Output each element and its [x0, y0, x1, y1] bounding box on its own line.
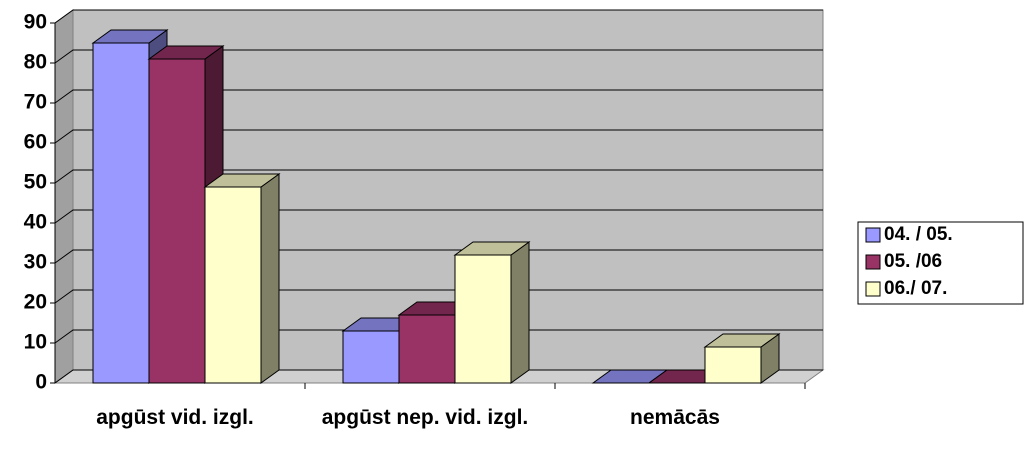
- bar-front: [204, 186, 262, 384]
- grid-line: [54, 369, 823, 384]
- grid-line: [54, 129, 823, 144]
- grid-line: [54, 209, 823, 224]
- x-tick-label: nemācās: [630, 406, 720, 429]
- bar-front: [704, 346, 762, 384]
- bar-front: [398, 314, 456, 384]
- bar: [703, 333, 781, 384]
- bar-front: [454, 254, 512, 384]
- grid-line: [54, 329, 823, 344]
- grid-line: [54, 289, 823, 304]
- y-tick-label: 70: [24, 91, 47, 114]
- bar-front: [92, 42, 150, 384]
- bar-front: [342, 330, 400, 384]
- y-tick-label: 60: [24, 131, 47, 154]
- bar-side: [510, 241, 530, 384]
- y-tick-label: 50: [24, 171, 47, 194]
- bar-front: [148, 58, 206, 384]
- y-tick-label: 10: [24, 331, 47, 354]
- legend: [857, 221, 1024, 305]
- y-tick-label: 0: [35, 371, 47, 394]
- legend-label: 05. /06: [884, 251, 942, 272]
- y-tick-label: 20: [24, 291, 47, 314]
- x-label-box: apgūst nep. vid. izgl.: [321, 406, 529, 429]
- bar-top: [453, 241, 531, 256]
- bar-top: [147, 45, 225, 60]
- y-tick-label: 40: [24, 211, 47, 234]
- grid-line: [54, 169, 823, 184]
- y-tick-label: 90: [24, 11, 47, 34]
- grid-line: [54, 249, 823, 264]
- legend-swatch: [865, 281, 881, 297]
- legend-label: 04. / 05.: [884, 224, 953, 245]
- side-wall: [54, 9, 74, 384]
- bar: [453, 241, 531, 384]
- x-label-box: apgūst vid. izgl.: [96, 406, 254, 429]
- grid-line: [54, 49, 823, 64]
- x-tick-label: apgūst nep. vid. izgl.: [321, 406, 529, 429]
- legend-swatch: [865, 254, 881, 270]
- y-tick-label: 30: [24, 251, 47, 274]
- x-tick-label: apgūst vid. izgl.: [96, 406, 254, 429]
- bar-top: [703, 333, 781, 348]
- legend-label: 06./ 07.: [884, 278, 947, 299]
- x-label-box: nemācās: [630, 406, 720, 429]
- bar-top: [203, 173, 281, 188]
- bar-top: [91, 29, 169, 44]
- grid-line: [54, 9, 823, 24]
- bar: [203, 173, 281, 384]
- y-tick-label: 80: [24, 51, 47, 74]
- grid-line: [54, 89, 823, 104]
- legend-swatch: [865, 227, 881, 243]
- bar-side: [260, 173, 280, 384]
